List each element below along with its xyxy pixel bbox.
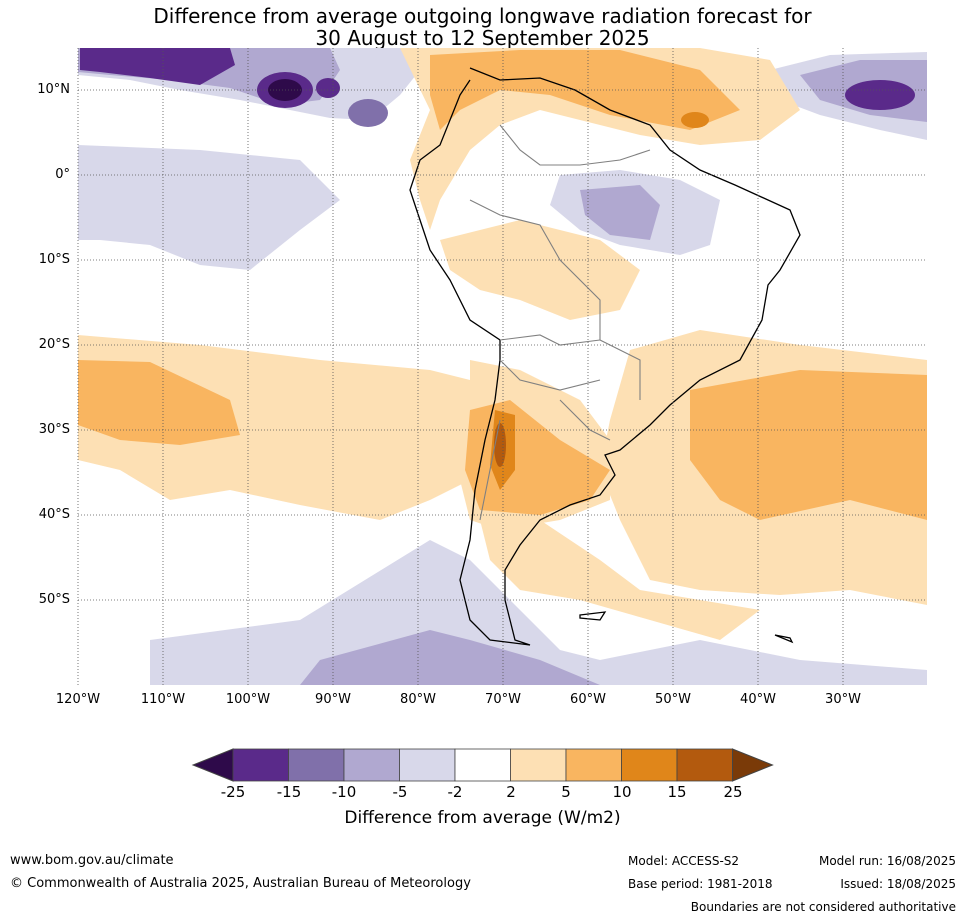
base-period-info: Base period: 1981-2018 — [628, 877, 773, 891]
colorbar-swatch — [676, 748, 733, 782]
pos-anomaly-brazil-west — [440, 220, 640, 320]
neg-anomaly-amazon-mid — [580, 185, 660, 240]
lon-label: 60°W — [570, 692, 606, 707]
map-title-line-1: Difference from average outgoing longwav… — [153, 4, 812, 28]
lon-label: 120°W — [55, 692, 101, 707]
coastlines — [409, 67, 801, 646]
colorbar-swatch — [399, 748, 456, 782]
colorbar-tick: -5 — [392, 783, 408, 801]
lat-label: 10°N — [37, 82, 70, 97]
country-borders — [469, 124, 651, 521]
lon-label: 110°W — [140, 692, 186, 707]
copyright-text: © Commonwealth of Australia 2025, Austra… — [10, 876, 471, 891]
lon-label: 30°W — [825, 692, 861, 707]
colorbar-swatch — [621, 748, 678, 782]
colorbar-extend-low — [191, 748, 234, 782]
colorbar-tick: 10 — [612, 783, 632, 801]
neg-core-atlantic — [845, 80, 915, 110]
colorbar-swatch — [565, 748, 622, 782]
colorbar-swatch — [510, 748, 567, 782]
boundaries-disclaimer: Boundaries are not considered authoritat… — [690, 900, 956, 914]
pos-anomaly-south-atlantic-mid — [690, 370, 927, 520]
olr-anomaly-map — [77, 48, 927, 685]
neg-anomaly-southern-ocean — [150, 540, 927, 685]
lon-label: 50°W — [655, 692, 691, 707]
lon-label: 70°W — [485, 692, 521, 707]
colorbar-tick: -25 — [220, 783, 246, 801]
colorbar-swatches — [191, 748, 774, 782]
map-title-line-2: 30 August to 12 September 2025 — [315, 26, 650, 50]
pos-anomaly-central-south-pacific-mid — [78, 360, 240, 445]
colorbar-tick: -2 — [447, 783, 463, 801]
colorbar-tick: -10 — [331, 783, 357, 801]
colorbar-label: Difference from average (W/m2) — [344, 808, 621, 828]
lat-label: 30°S — [38, 422, 70, 437]
lat-label: 50°S — [38, 592, 70, 607]
colorbar-tick: 2 — [506, 783, 516, 801]
graticule — [77, 48, 927, 685]
lat-label: 0° — [55, 167, 70, 182]
website-link[interactable]: www.bom.gov.au/climate — [10, 853, 174, 868]
lon-label: 90°W — [315, 692, 351, 707]
lat-label: 20°S — [38, 337, 70, 352]
neg-anomaly-equatorial-pacific — [78, 145, 340, 270]
colorbar-extend-high — [732, 748, 774, 782]
colorbar-swatch — [288, 748, 345, 782]
pos-anomaly-patagonia — [480, 520, 760, 640]
neg-anomaly-north-pacific-strong — [80, 48, 235, 85]
colorbar-swatch — [232, 748, 289, 782]
model-info: Model: ACCESS-S2 — [628, 854, 740, 868]
lat-label: 10°S — [38, 252, 70, 267]
lon-label: 80°W — [400, 692, 436, 707]
neg-core-4 — [348, 99, 388, 127]
colorbar-tick: -15 — [276, 783, 302, 801]
colorbar-tick: 25 — [723, 783, 743, 801]
issued-info: Issued: 18/08/2025 — [840, 877, 956, 891]
colorbar-tick: 15 — [667, 783, 687, 801]
colorbar-swatch — [454, 748, 511, 782]
neg-core-3 — [316, 78, 340, 98]
lon-label: 40°W — [740, 692, 776, 707]
lon-label: 100°W — [225, 692, 271, 707]
pos-core-north — [681, 112, 709, 128]
anomaly-fields — [78, 48, 927, 685]
neg-anomaly-southern-mid — [300, 630, 600, 685]
model-run-info: Model run: 16/08/2025 — [818, 854, 956, 868]
lat-label: 40°S — [38, 507, 70, 522]
colorbar-tick: 5 — [561, 783, 571, 801]
colorbar-swatch — [343, 748, 400, 782]
